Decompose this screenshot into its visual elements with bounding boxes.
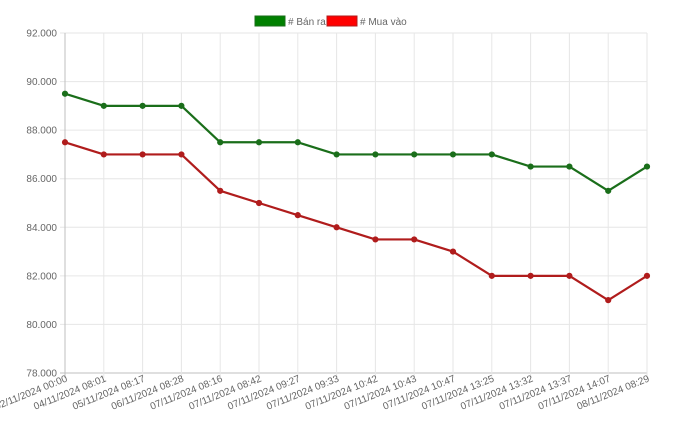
data-point[interactable] xyxy=(411,151,418,158)
legend-label-2[interactable]: # Mua vào xyxy=(360,17,407,28)
data-point[interactable] xyxy=(372,236,379,243)
series-2 xyxy=(61,139,651,304)
data-point[interactable] xyxy=(294,212,301,219)
data-point[interactable] xyxy=(61,139,69,146)
data-point[interactable] xyxy=(294,139,301,146)
y-axis: 78.000 80.000 82.000 84.000 86.000 88.000 90.0… xyxy=(26,29,57,380)
data-point[interactable] xyxy=(255,139,263,146)
y-tick-label: 80.000 xyxy=(26,320,57,331)
series-layer xyxy=(61,90,651,304)
data-point[interactable] xyxy=(61,90,69,97)
data-point[interactable] xyxy=(527,272,534,279)
data-point[interactable] xyxy=(605,187,612,194)
data-point[interactable] xyxy=(527,163,534,170)
data-point[interactable] xyxy=(217,139,224,146)
y-tick-label: 82.000 xyxy=(26,271,57,282)
data-point[interactable] xyxy=(643,272,651,279)
series-line-1[interactable] xyxy=(64,92,648,192)
y-tick-label: 90.000 xyxy=(26,77,57,88)
y-tick-label: 84.000 xyxy=(26,223,57,234)
legend: # Bán ra # Mua vào xyxy=(254,15,407,28)
data-point[interactable] xyxy=(255,199,263,207)
data-point[interactable] xyxy=(178,151,185,158)
data-point[interactable] xyxy=(217,187,224,194)
series-line-2[interactable] xyxy=(64,141,648,302)
data-point[interactable] xyxy=(605,297,612,304)
data-point[interactable] xyxy=(100,102,107,109)
data-point[interactable] xyxy=(566,272,573,279)
data-point[interactable] xyxy=(139,102,146,109)
data-point[interactable] xyxy=(411,236,418,243)
data-point[interactable] xyxy=(139,151,146,158)
y-tick-label: 88.000 xyxy=(26,126,57,137)
data-point[interactable] xyxy=(372,151,379,158)
series-1 xyxy=(61,90,651,194)
data-point[interactable] xyxy=(488,151,495,158)
data-point[interactable] xyxy=(643,163,651,170)
grid-lines xyxy=(60,32,648,378)
data-point[interactable] xyxy=(488,272,495,279)
data-point[interactable] xyxy=(333,151,340,158)
y-tick-label: 86.000 xyxy=(26,174,57,185)
data-point[interactable] xyxy=(178,102,185,109)
legend-swatch-2[interactable] xyxy=(326,15,358,27)
data-point[interactable] xyxy=(449,151,457,158)
y-tick-label: 78.000 xyxy=(26,369,57,380)
legend-swatch-1[interactable] xyxy=(254,15,286,27)
data-point[interactable] xyxy=(566,163,573,170)
data-point[interactable] xyxy=(333,224,340,231)
legend-label-1[interactable]: # Bán ra xyxy=(288,17,326,28)
y-tick-label: 92.000 xyxy=(26,29,57,40)
data-point[interactable] xyxy=(100,151,107,158)
data-point[interactable] xyxy=(449,248,457,255)
